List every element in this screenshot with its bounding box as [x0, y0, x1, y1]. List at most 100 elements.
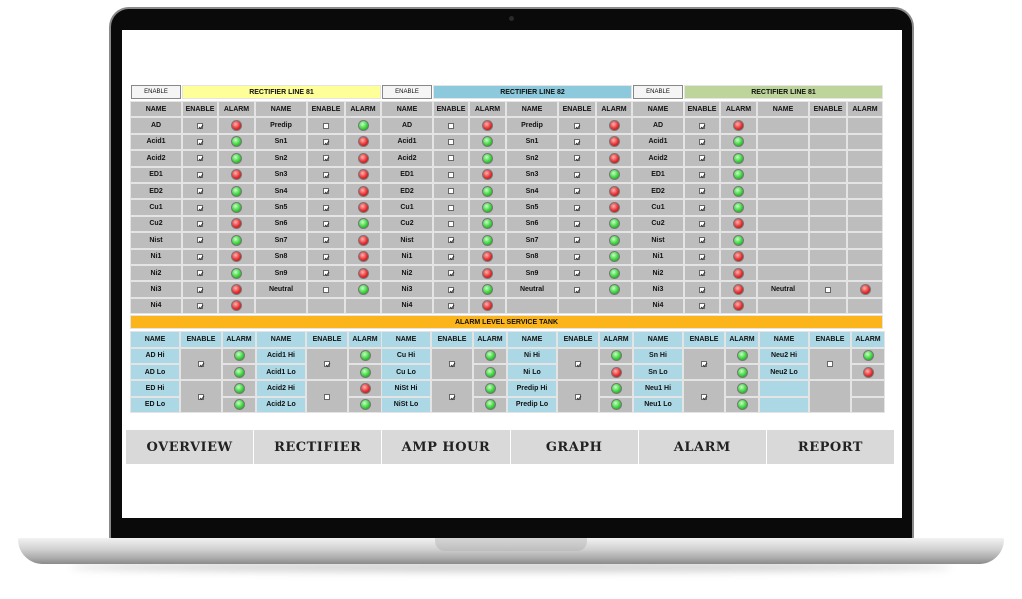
- item-enable-cell[interactable]: [684, 133, 720, 151]
- checkbox-checked[interactable]: [574, 237, 581, 244]
- item-enable-cell[interactable]: [182, 232, 218, 249]
- item-enable-cell[interactable]: [684, 265, 720, 282]
- item-enable-cell[interactable]: [433, 248, 469, 265]
- item-enable-cell[interactable]: [433, 265, 469, 282]
- checkbox-checked[interactable]: [701, 360, 708, 368]
- tank-enable-cell[interactable]: [683, 347, 725, 381]
- checkbox-checked[interactable]: [701, 393, 708, 401]
- checkbox-checked[interactable]: [449, 360, 456, 368]
- item-enable-cell[interactable]: [433, 183, 469, 200]
- item-enable-cell[interactable]: [307, 150, 345, 167]
- item-enable-cell[interactable]: [307, 166, 345, 183]
- item-enable-cell[interactable]: [809, 265, 847, 282]
- checkbox-checked[interactable]: [574, 122, 581, 129]
- item-enable-cell[interactable]: [684, 166, 720, 183]
- checkbox-checked[interactable]: [323, 204, 330, 211]
- tank-enable-cell[interactable]: [557, 380, 599, 414]
- enable-button[interactable]: ENABLE: [382, 85, 432, 99]
- checkbox-unchecked[interactable]: [323, 122, 329, 129]
- checkbox-checked[interactable]: [574, 204, 581, 211]
- enable-button[interactable]: ENABLE: [131, 85, 181, 99]
- item-enable-cell[interactable]: [809, 232, 847, 249]
- item-enable-cell[interactable]: [558, 297, 596, 315]
- item-enable-cell[interactable]: [558, 150, 596, 167]
- checkbox-checked[interactable]: [197, 220, 204, 228]
- tank-enable-cell[interactable]: [431, 380, 473, 414]
- item-enable-cell[interactable]: [433, 166, 469, 183]
- item-enable-cell[interactable]: [809, 166, 847, 183]
- item-enable-cell[interactable]: [433, 215, 469, 233]
- item-enable-cell[interactable]: [809, 117, 847, 134]
- checkbox-checked[interactable]: [699, 204, 706, 211]
- item-enable-cell[interactable]: [182, 215, 218, 233]
- item-enable-cell[interactable]: [684, 248, 720, 265]
- checkbox-checked[interactable]: [197, 204, 204, 211]
- tank-enable-cell[interactable]: [557, 347, 599, 381]
- checkbox-unchecked[interactable]: [448, 155, 454, 162]
- item-enable-cell[interactable]: [684, 232, 720, 249]
- checkbox-checked[interactable]: [574, 155, 581, 162]
- checkbox-checked[interactable]: [324, 360, 331, 368]
- item-enable-cell[interactable]: [684, 215, 720, 233]
- checkbox-checked[interactable]: [574, 286, 581, 293]
- item-enable-cell[interactable]: [684, 297, 720, 315]
- checkbox-checked[interactable]: [197, 302, 204, 310]
- checkbox-checked[interactable]: [323, 188, 330, 195]
- checkbox-checked[interactable]: [699, 188, 706, 195]
- checkbox-checked[interactable]: [197, 171, 204, 179]
- checkbox-checked[interactable]: [323, 171, 330, 179]
- item-enable-cell[interactable]: [182, 297, 218, 315]
- checkbox-unchecked[interactable]: [448, 138, 454, 145]
- checkbox-checked[interactable]: [574, 270, 581, 277]
- checkbox-checked[interactable]: [197, 270, 204, 277]
- item-enable-cell[interactable]: [684, 150, 720, 167]
- item-enable-cell[interactable]: [307, 199, 345, 216]
- item-enable-cell[interactable]: [684, 199, 720, 216]
- checkbox-checked[interactable]: [448, 253, 455, 261]
- nav-overview-button[interactable]: OVERVIEW: [126, 430, 255, 464]
- item-enable-cell[interactable]: [558, 199, 596, 216]
- checkbox-checked[interactable]: [197, 237, 204, 244]
- item-enable-cell[interactable]: [433, 232, 469, 249]
- checkbox-unchecked[interactable]: [448, 122, 454, 129]
- checkbox-checked[interactable]: [574, 188, 581, 195]
- nav-report-button[interactable]: REPORT: [766, 430, 895, 464]
- nav-alarm-button[interactable]: ALARM: [638, 430, 767, 464]
- item-enable-cell[interactable]: [307, 248, 345, 265]
- item-enable-cell[interactable]: [307, 297, 345, 315]
- nav-graph-button[interactable]: GRAPH: [510, 430, 639, 464]
- item-enable-cell[interactable]: [684, 183, 720, 200]
- checkbox-checked[interactable]: [699, 171, 706, 179]
- checkbox-checked[interactable]: [323, 270, 330, 277]
- checkbox-checked[interactable]: [448, 286, 455, 293]
- item-enable-cell[interactable]: [809, 248, 847, 265]
- tank-enable-cell[interactable]: [306, 347, 348, 381]
- item-enable-cell[interactable]: [182, 248, 218, 265]
- item-enable-cell[interactable]: [809, 183, 847, 200]
- checkbox-checked[interactable]: [574, 171, 581, 179]
- item-enable-cell[interactable]: [684, 281, 720, 298]
- item-enable-cell[interactable]: [809, 297, 847, 315]
- checkbox-checked[interactable]: [323, 155, 330, 162]
- item-enable-cell[interactable]: [307, 183, 345, 200]
- tank-enable-cell[interactable]: [809, 347, 851, 381]
- checkbox-checked[interactable]: [323, 220, 330, 228]
- nav-rectifier-button[interactable]: RECTIFIER: [254, 430, 383, 464]
- checkbox-checked[interactable]: [448, 237, 455, 244]
- checkbox-checked[interactable]: [699, 270, 706, 277]
- checkbox-checked[interactable]: [323, 253, 330, 261]
- checkbox-checked[interactable]: [448, 270, 455, 277]
- item-enable-cell[interactable]: [433, 199, 469, 216]
- item-enable-cell[interactable]: [182, 133, 218, 151]
- checkbox-checked[interactable]: [197, 155, 204, 162]
- checkbox-checked[interactable]: [574, 220, 581, 228]
- checkbox-checked[interactable]: [198, 360, 205, 368]
- checkbox-unchecked[interactable]: [825, 286, 831, 293]
- checkbox-checked[interactable]: [699, 122, 706, 129]
- item-enable-cell[interactable]: [307, 117, 345, 134]
- item-enable-cell[interactable]: [182, 265, 218, 282]
- enable-button[interactable]: ENABLE: [633, 85, 683, 99]
- item-enable-cell[interactable]: [558, 281, 596, 298]
- checkbox-checked[interactable]: [575, 393, 582, 401]
- item-enable-cell[interactable]: [809, 215, 847, 233]
